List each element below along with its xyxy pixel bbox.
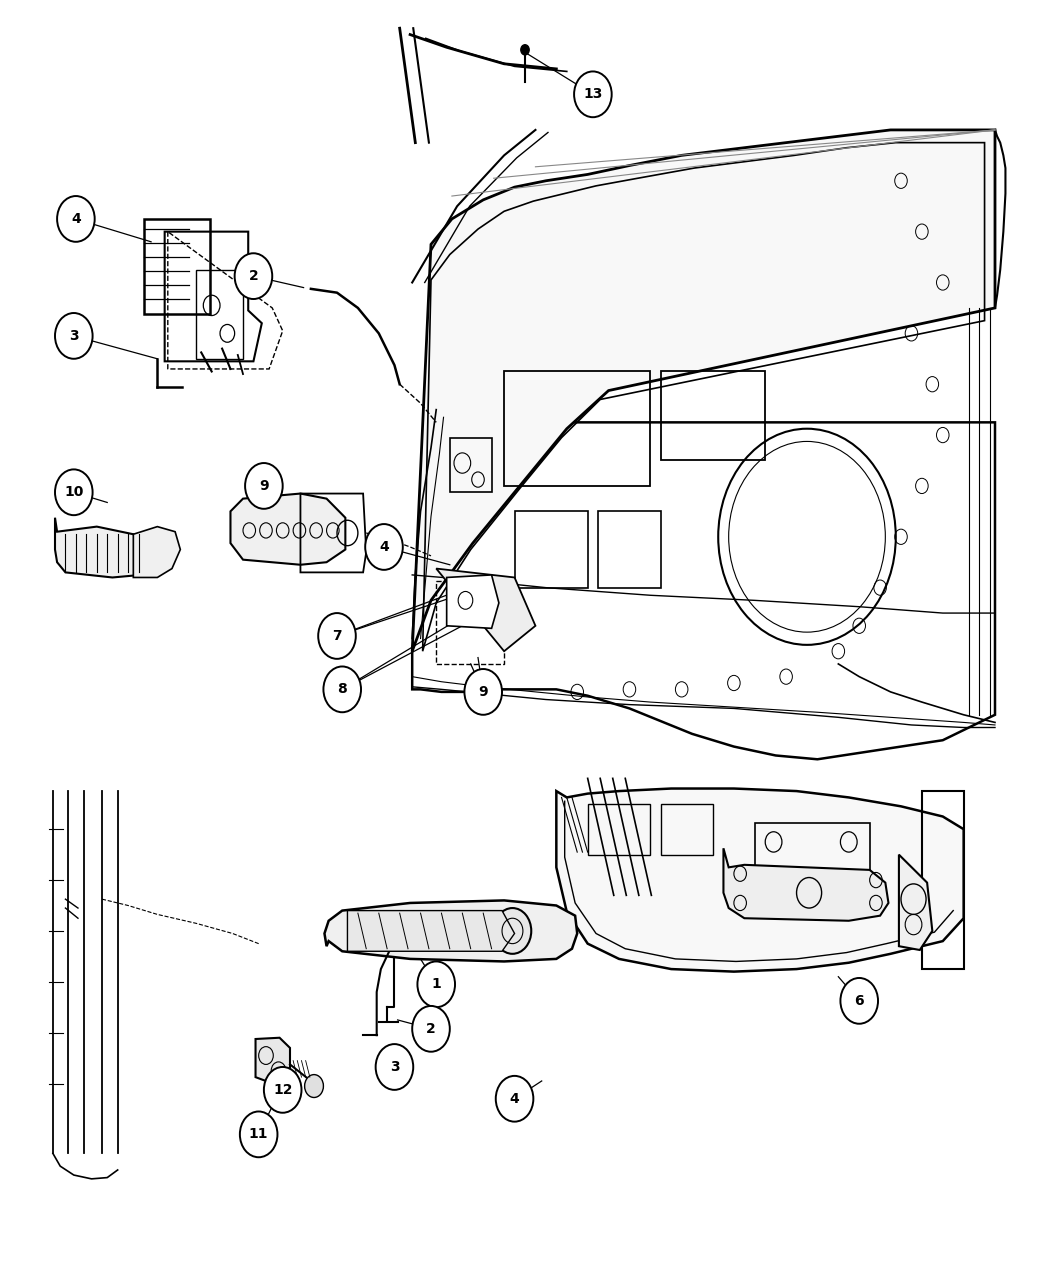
Polygon shape: [324, 900, 578, 962]
Polygon shape: [723, 848, 888, 921]
Text: 4: 4: [379, 540, 388, 554]
Polygon shape: [413, 423, 995, 760]
Circle shape: [464, 669, 502, 715]
Polygon shape: [556, 788, 964, 972]
Text: 4: 4: [71, 212, 81, 226]
Text: 1: 1: [432, 977, 441, 991]
Text: 4: 4: [509, 1092, 520, 1106]
Circle shape: [413, 1006, 449, 1052]
Circle shape: [521, 45, 529, 55]
Text: 3: 3: [69, 329, 79, 344]
Polygon shape: [348, 911, 514, 951]
Polygon shape: [230, 493, 345, 564]
Polygon shape: [446, 575, 499, 628]
Text: 9: 9: [259, 479, 269, 493]
Circle shape: [496, 1077, 533, 1121]
Text: 11: 11: [249, 1128, 269, 1142]
Polygon shape: [133, 526, 181, 577]
Circle shape: [304, 1075, 323, 1097]
Polygon shape: [899, 854, 932, 950]
Polygon shape: [255, 1038, 290, 1085]
Circle shape: [318, 613, 356, 659]
Circle shape: [245, 464, 282, 508]
Circle shape: [264, 1068, 301, 1112]
Polygon shape: [55, 517, 149, 577]
Text: 9: 9: [479, 684, 488, 699]
Circle shape: [57, 197, 94, 241]
Circle shape: [418, 962, 455, 1008]
Polygon shape: [413, 130, 995, 651]
Circle shape: [840, 978, 878, 1024]
Text: 7: 7: [332, 630, 342, 642]
Polygon shape: [436, 568, 536, 651]
Circle shape: [365, 524, 403, 570]
Text: 13: 13: [583, 87, 603, 101]
Text: 6: 6: [855, 994, 864, 1008]
Circle shape: [239, 1111, 277, 1157]
Circle shape: [574, 72, 612, 117]
Text: 12: 12: [273, 1083, 293, 1097]
Circle shape: [494, 908, 531, 954]
Circle shape: [55, 313, 92, 359]
Text: 8: 8: [337, 682, 348, 696]
Text: 2: 2: [426, 1022, 436, 1036]
Circle shape: [376, 1045, 414, 1089]
Text: 3: 3: [390, 1060, 399, 1074]
Circle shape: [55, 470, 92, 515]
Text: 2: 2: [249, 269, 258, 283]
Text: 10: 10: [64, 485, 84, 499]
Circle shape: [323, 667, 361, 713]
Circle shape: [234, 253, 272, 299]
